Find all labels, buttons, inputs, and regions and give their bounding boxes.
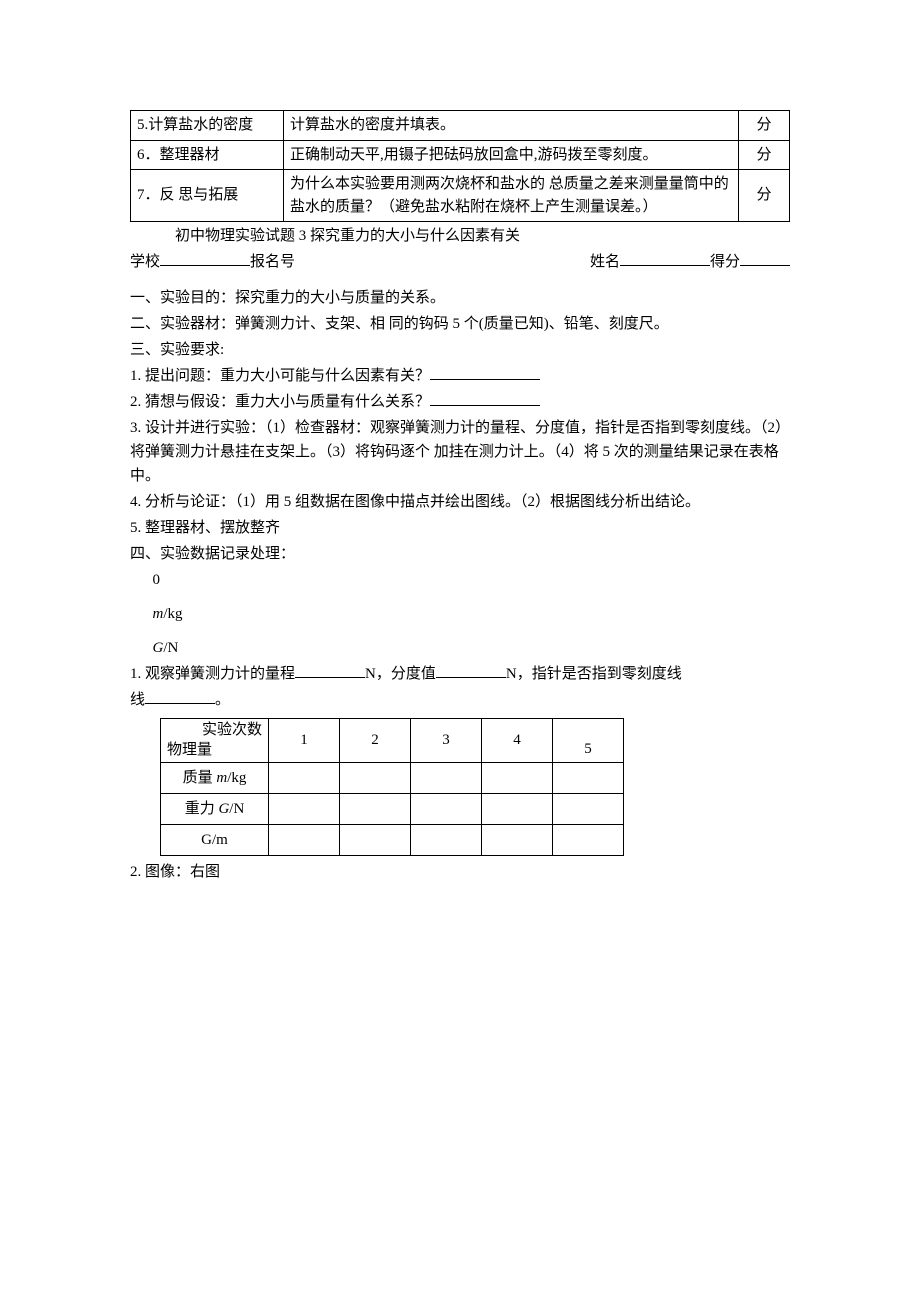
cell[interactable]: [553, 763, 624, 794]
row-score: 分: [739, 170, 790, 222]
req-2: 2. 猜想与假设：重力大小与质量有什么关系？: [130, 390, 790, 414]
cell[interactable]: [411, 794, 482, 825]
col-4: 4: [482, 719, 553, 763]
req-5: 5. 整理器材、摆放整齐: [130, 516, 790, 540]
cell[interactable]: [340, 825, 411, 856]
data-table-header: 实验次数 物理量 1 2 3 4 5: [161, 719, 624, 763]
blank-score[interactable]: [740, 250, 790, 266]
blank-zero[interactable]: [145, 688, 215, 704]
data-table-corner: 实验次数 物理量: [161, 719, 269, 763]
cell[interactable]: [269, 825, 340, 856]
cell[interactable]: [482, 794, 553, 825]
section-3-heading: 三、实验要求:: [130, 338, 790, 362]
cell[interactable]: [340, 763, 411, 794]
axis-y: G/N: [130, 636, 790, 660]
table-row: 7．反 思与拓展 为什么本实验要用测两次烧杯和盐水的 总质量之差来测量量筒中的盐…: [131, 170, 790, 222]
section-4-heading: 四、实验数据记录处理：: [130, 542, 790, 566]
cell[interactable]: [482, 825, 553, 856]
image-line: 2. 图像：右图: [130, 860, 790, 884]
cell[interactable]: [411, 763, 482, 794]
cell[interactable]: [269, 794, 340, 825]
observe-line: 1. 观察弹簧测力计的量程 N，分度值 N，指针是否指到零刻度线: [130, 662, 790, 686]
axis-x: m/kg: [130, 602, 790, 626]
col-1: 1: [269, 719, 340, 763]
col-5: 5: [553, 719, 624, 763]
req-3: 3. 设计并进行实验：（1）检查器材：观察弹簧测力计的量程、分度值，指针是否指到…: [130, 416, 790, 488]
blank-q1[interactable]: [430, 364, 540, 380]
corner-bottom: 物理量: [167, 741, 262, 761]
section-1: 一、实验目的：探究重力的大小与质量的关系。: [130, 286, 790, 310]
axis-x-sym: m: [153, 606, 164, 622]
axis-y-unit: /N: [163, 640, 178, 656]
col-3: 3: [411, 719, 482, 763]
section-2: 二、实验器材：弹簧测力计、支架、相 同的钩码 5 个(质量已知)、铅笔、刻度尺。: [130, 312, 790, 336]
blank-name[interactable]: [620, 250, 710, 266]
observe-tail-pre: 线: [130, 692, 145, 708]
data-table: 实验次数 物理量 1 2 3 4 5 质量 m/kg 重力 G/N G/m: [160, 718, 624, 856]
section-2-heading: 二、实验器材：: [130, 316, 235, 332]
row-desc: 为什么本实验要用测两次烧杯和盐水的 总质量之差来测量量筒中的盐水的质量？（避免盐…: [284, 170, 739, 222]
row-label-gravity: 重力 G/N: [161, 794, 269, 825]
cell[interactable]: [482, 763, 553, 794]
row-desc: 计算盐水的密度并填表。: [284, 111, 739, 141]
row-label: 5.计算盐水的密度: [131, 111, 284, 141]
row-score: 分: [739, 140, 790, 170]
axis-zero: 0: [130, 568, 790, 592]
blank-range[interactable]: [295, 662, 365, 678]
label-score: 得分: [710, 250, 740, 274]
section-1-heading: 一、实验目的：: [130, 290, 235, 306]
cell[interactable]: [269, 763, 340, 794]
data-row-mass: 质量 m/kg: [161, 763, 624, 794]
observe-mid1: N，分度值: [365, 666, 436, 682]
table-row: 5.计算盐水的密度 计算盐水的密度并填表。 分: [131, 111, 790, 141]
req-1: 1. 提出问题：重力大小可能与什么因素有关？: [130, 364, 790, 388]
row-label-mass: 质量 m/kg: [161, 763, 269, 794]
section-1-text: 探究重力的大小与质量的关系。: [235, 290, 445, 306]
data-row-ratio: G/m: [161, 825, 624, 856]
row-label: 6．整理器材: [131, 140, 284, 170]
table-row: 6．整理器材 正确制动天平,用镊子把砝码放回盒中,游码拨至零刻度。 分: [131, 140, 790, 170]
scoring-table: 5.计算盐水的密度 计算盐水的密度并填表。 分 6．整理器材 正确制动天平,用镊…: [130, 110, 790, 222]
cell[interactable]: [340, 794, 411, 825]
row-label: 7．反 思与拓展: [131, 170, 284, 222]
cell[interactable]: [553, 825, 624, 856]
student-info-line: 学校 报名号 姓名 得分: [130, 250, 790, 274]
data-row-gravity: 重力 G/N: [161, 794, 624, 825]
row-desc: 正确制动天平,用镊子把砝码放回盒中,游码拨至零刻度。: [284, 140, 739, 170]
axis-x-unit: /kg: [163, 606, 182, 622]
blank-q2[interactable]: [430, 390, 540, 406]
blank-school[interactable]: [160, 250, 250, 266]
observe-mid2: N，指针是否指到零刻度线: [506, 666, 682, 682]
row-label-ratio: G/m: [161, 825, 269, 856]
col-2: 2: [340, 719, 411, 763]
row-score: 分: [739, 111, 790, 141]
section-2-text: 弹簧测力计、支架、相 同的钩码 5 个(质量已知)、铅笔、刻度尺。: [235, 316, 669, 332]
document-body: 初中物理实验试题 3 探究重力的大小与什么因素有关 学校 报名号 姓名 得分 一…: [130, 224, 790, 884]
axis-y-sym: G: [153, 640, 164, 656]
req-2-text: 2. 猜想与假设：重力大小与质量有什么关系？: [130, 394, 430, 410]
cell[interactable]: [411, 825, 482, 856]
exam-title: 初中物理实验试题 3 探究重力的大小与什么因素有关: [130, 224, 790, 248]
observe-end: 。: [215, 692, 230, 708]
blank-div[interactable]: [436, 662, 506, 678]
label-regno: 报名号: [250, 250, 295, 274]
label-name: 姓名: [590, 250, 620, 274]
corner-top: 实验次数: [167, 721, 262, 741]
observe-line-2: 线。: [130, 688, 790, 712]
req-4: 4. 分析与论证：（1）用 5 组数据在图像中描点并绘出图线。（2）根据图线分析…: [130, 490, 790, 514]
req-1-text: 1. 提出问题：重力大小可能与什么因素有关？: [130, 368, 430, 384]
observe-pre: 1. 观察弹簧测力计的量程: [130, 666, 295, 682]
cell[interactable]: [553, 794, 624, 825]
label-school: 学校: [130, 250, 160, 274]
